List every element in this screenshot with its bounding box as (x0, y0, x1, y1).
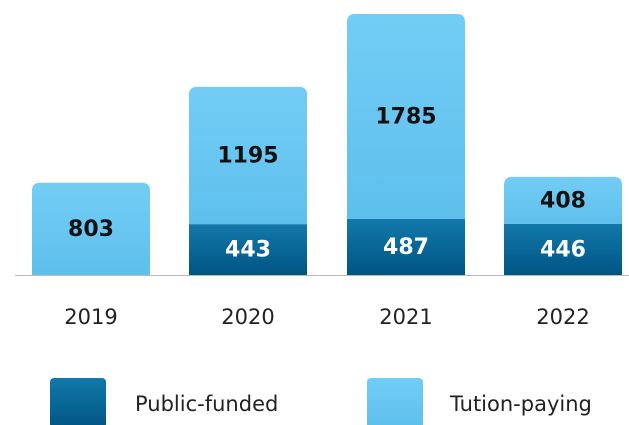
value-label: 446 (540, 237, 586, 262)
bar-segment (189, 86, 307, 225)
value-label: 487 (383, 235, 429, 260)
bar-segment (189, 224, 307, 275)
bar-segment (504, 223, 622, 275)
bar-segment (347, 14, 465, 220)
x-tick-label: 2021 (379, 305, 432, 329)
value-label: 1785 (375, 105, 436, 130)
x-tick-label: 2020 (221, 305, 274, 329)
value-label: 443 (225, 238, 271, 263)
bar-segment (32, 182, 150, 275)
value-label: 408 (540, 188, 586, 213)
legend-label: Public-funded (135, 392, 278, 416)
legend-swatch (50, 378, 106, 425)
bar-segment (504, 176, 622, 224)
bar-segment (347, 219, 465, 275)
legend-label: Tution-paying (449, 392, 592, 416)
x-tick-label: 2022 (536, 305, 589, 329)
legend-swatch (367, 378, 423, 425)
x-tick-label: 2019 (64, 305, 117, 329)
value-label: 803 (68, 217, 114, 242)
value-label: 1195 (217, 143, 278, 168)
